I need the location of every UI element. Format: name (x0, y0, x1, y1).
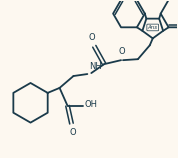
Text: O: O (119, 47, 125, 56)
Text: O: O (69, 128, 76, 137)
Text: Ans: Ans (148, 25, 158, 30)
Text: OH: OH (84, 100, 97, 109)
Text: NH: NH (89, 62, 102, 71)
Text: O: O (89, 33, 96, 42)
